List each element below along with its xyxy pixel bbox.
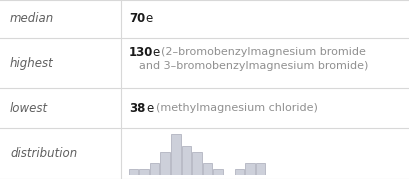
Bar (245, 163, 254, 175)
Text: highest: highest (10, 57, 54, 69)
Text: 70: 70 (129, 13, 145, 25)
Bar (128, 169, 138, 175)
Text: (methylmagnesium chloride): (methylmagnesium chloride) (155, 103, 317, 113)
Text: 130: 130 (129, 45, 153, 59)
Text: median: median (10, 13, 54, 25)
Text: e: e (145, 13, 152, 25)
Text: e: e (146, 101, 153, 115)
Bar (160, 152, 169, 175)
Text: and 3–bromobenzylmagnesium bromide): and 3–bromobenzylmagnesium bromide) (139, 61, 367, 71)
Bar (192, 152, 201, 175)
Bar (234, 169, 243, 175)
Text: distribution: distribution (10, 147, 77, 160)
Text: lowest: lowest (10, 101, 48, 115)
Bar (202, 163, 212, 175)
Bar (139, 169, 148, 175)
Text: 38: 38 (129, 101, 145, 115)
Bar (149, 163, 159, 175)
Bar (255, 163, 265, 175)
Bar (181, 146, 191, 175)
Bar (213, 169, 222, 175)
Text: (2–bromobenzylmagnesium bromide: (2–bromobenzylmagnesium bromide (161, 47, 365, 57)
Bar (171, 134, 180, 175)
Text: e: e (152, 45, 159, 59)
